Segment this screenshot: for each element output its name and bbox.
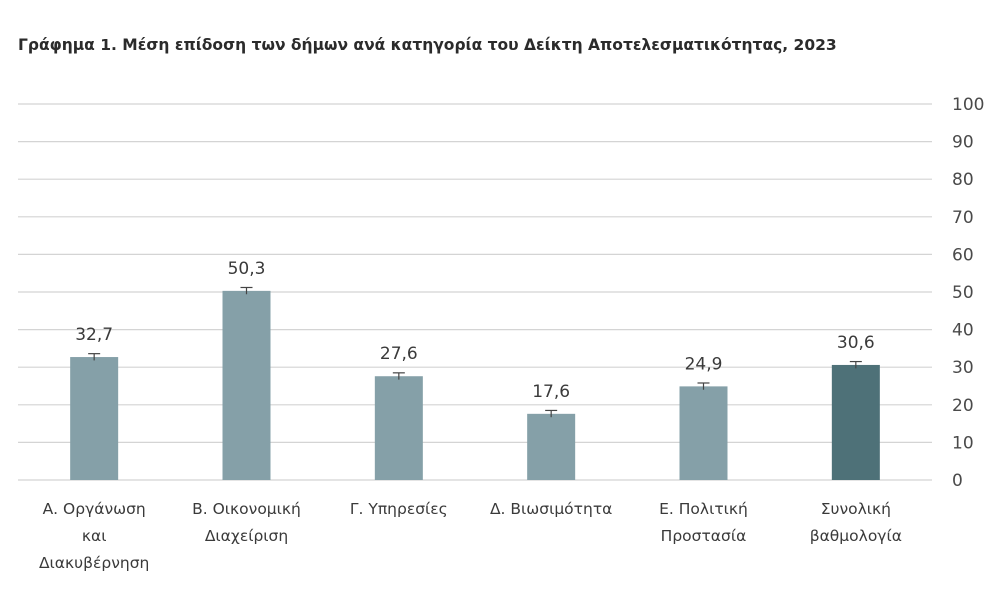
y-tick-label: 100 — [952, 95, 984, 115]
category-label: Α. Οργάνωση και Διακυβέρνηση — [39, 500, 149, 572]
data-label: 32,7 — [75, 325, 113, 345]
bar[interactable] — [527, 413, 576, 480]
category-label: Συνολική βαθμολογία — [810, 500, 902, 545]
y-tick-label: 70 — [952, 208, 974, 228]
bar[interactable] — [374, 376, 423, 480]
y-tick-label: 90 — [952, 133, 974, 153]
category-label: Δ. Βιωσιμότητα — [490, 500, 612, 518]
data-label: 24,9 — [685, 354, 723, 374]
chart-title: Γράφημα 1. Μέση επίδοση των δήμων ανά κα… — [18, 36, 837, 54]
bar[interactable] — [222, 290, 271, 480]
y-tick-label: 80 — [952, 170, 974, 190]
category-label: Β. Οικονομική Διαχείριση — [192, 500, 301, 545]
y-tick-label: 0 — [952, 471, 963, 491]
y-tick-label: 50 — [952, 283, 974, 303]
y-tick-label: 20 — [952, 396, 974, 416]
bar[interactable] — [679, 386, 728, 480]
data-label: 27,6 — [380, 344, 418, 364]
data-label: 30,6 — [837, 333, 875, 353]
category-label: Ε. Πολιτική Προστασία — [659, 500, 748, 545]
category-label: Γ. Υπηρεσίες — [350, 500, 448, 518]
y-tick-label: 10 — [952, 433, 974, 453]
y-tick-label: 40 — [952, 321, 974, 341]
y-tick-label: 60 — [952, 245, 974, 265]
bar[interactable] — [831, 364, 880, 480]
data-label: 50,3 — [228, 259, 266, 279]
bar[interactable] — [70, 357, 119, 480]
y-tick-label: 30 — [952, 358, 974, 378]
data-label: 17,6 — [532, 382, 570, 402]
